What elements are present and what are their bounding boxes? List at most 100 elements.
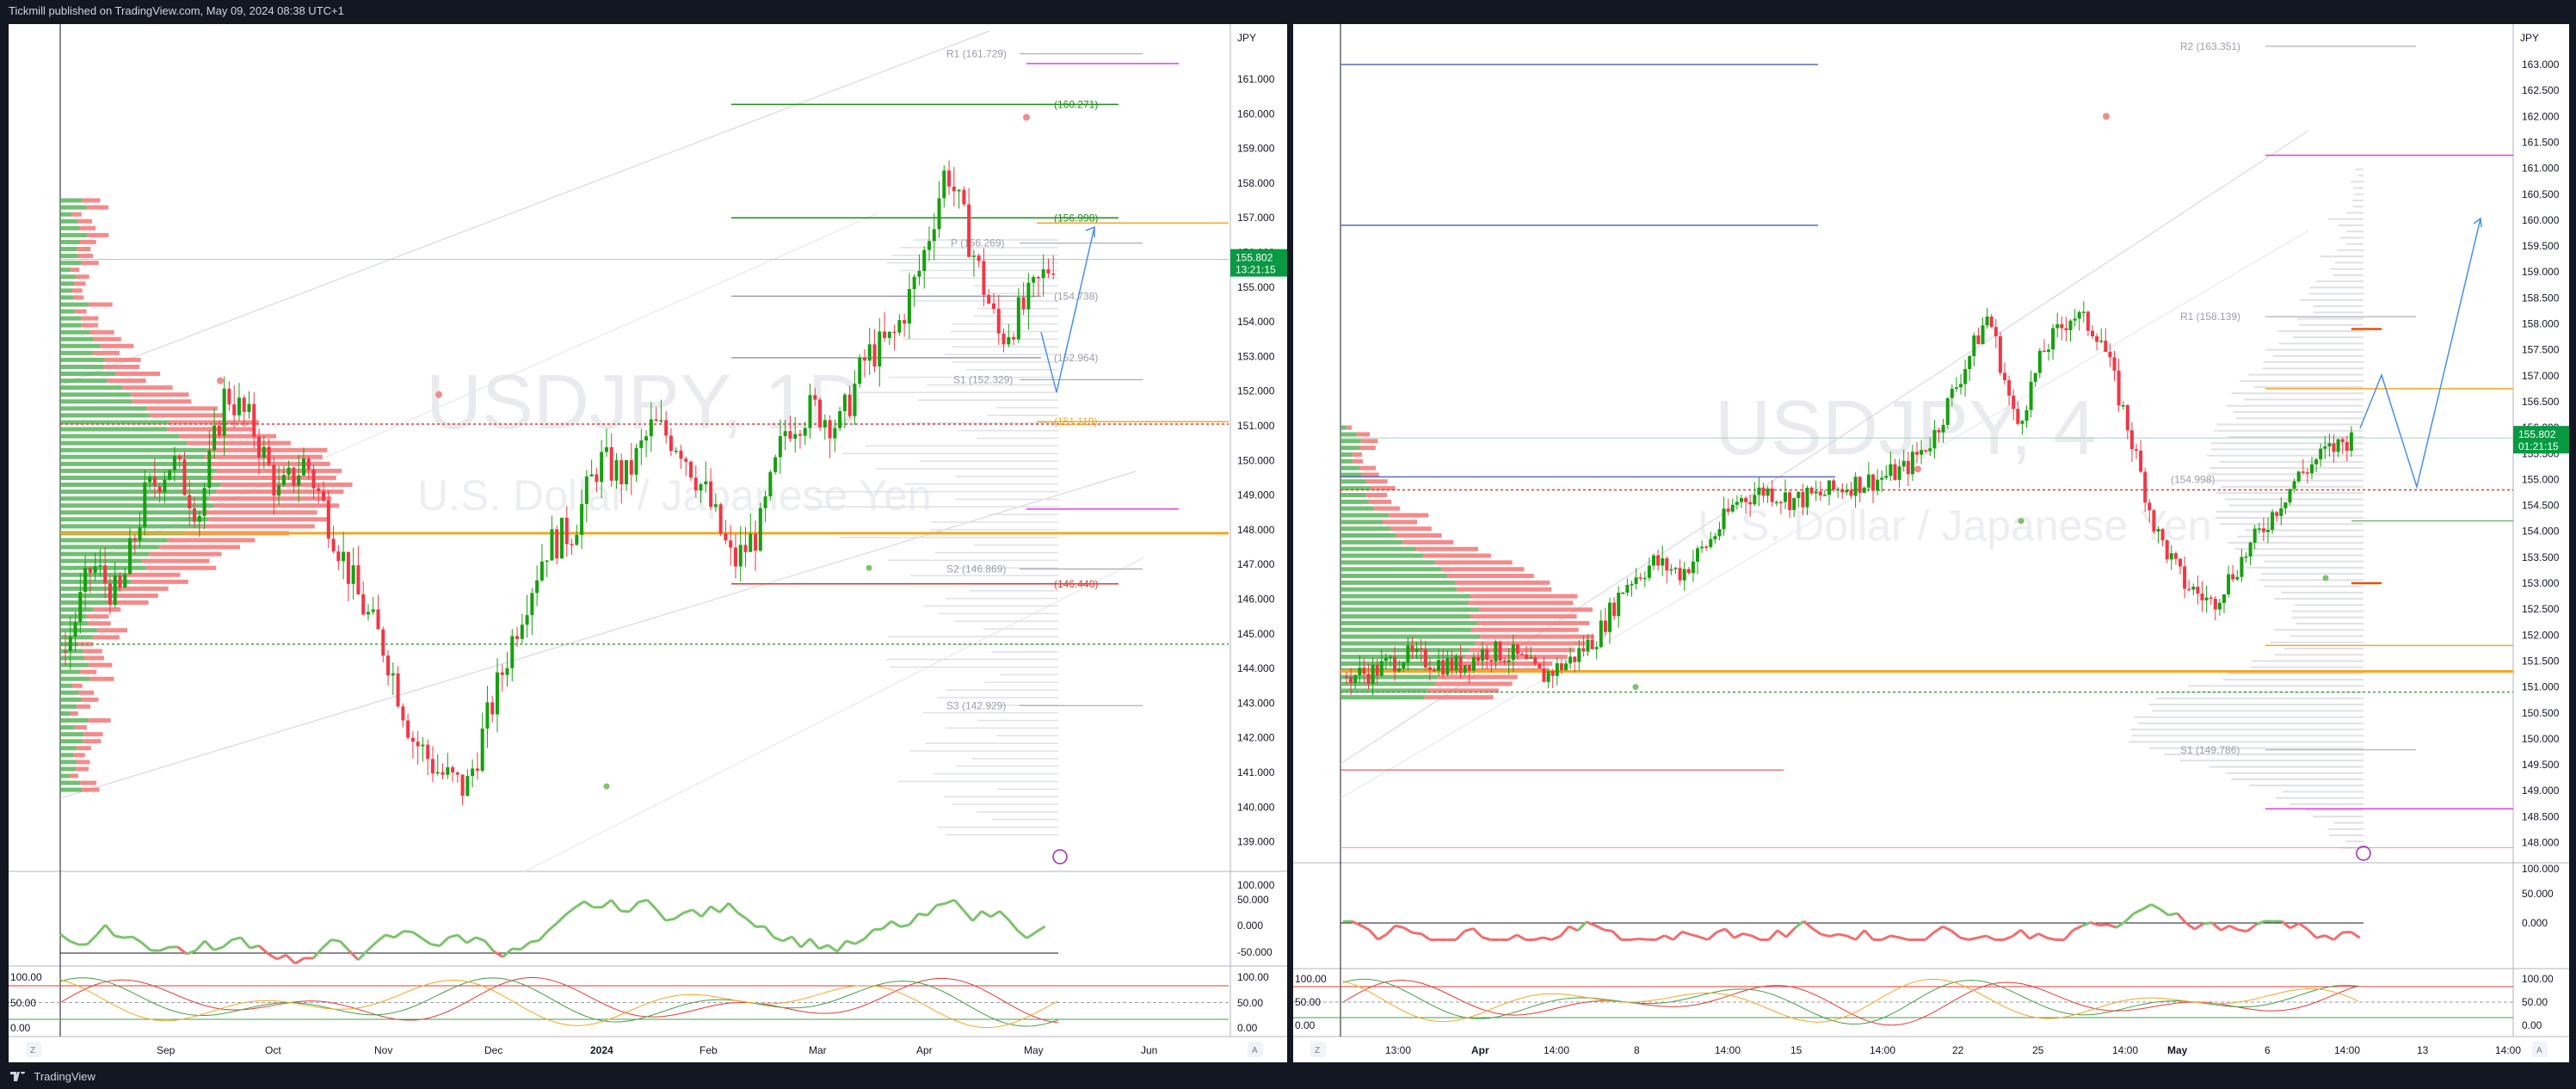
zoom-button-bg[interactable]	[1310, 1042, 1326, 1057]
stoch-tick: 100.00	[2522, 973, 2554, 985]
candle-body	[1985, 316, 1989, 326]
candle-body	[1770, 488, 1774, 502]
candle-body	[1533, 657, 1538, 664]
candle-body	[2183, 566, 2187, 589]
channel-line	[1340, 230, 2309, 799]
auto-scale-button[interactable]: A	[1252, 1046, 1258, 1055]
candle-body	[1546, 671, 1550, 682]
candle-body	[1866, 474, 1870, 488]
publish-info: Tickmill published on TradingView.com, M…	[0, 0, 2576, 22]
stoch-line	[1342, 979, 2359, 1026]
stoch-tick: 0.00	[2522, 1019, 2542, 1031]
price-tick: 157.500	[2522, 344, 2560, 356]
auto-scale-button[interactable]: A	[2536, 1046, 2542, 1055]
candle-body	[2003, 372, 2006, 381]
rsi-line-segment	[601, 899, 613, 908]
rsi-line-segment	[1351, 920, 1361, 927]
rsi-line-segment	[818, 944, 829, 951]
candle-body	[78, 592, 83, 623]
time-tick: 14:00	[2495, 1044, 2521, 1056]
rsi-line-segment	[448, 933, 459, 939]
candle-body	[2125, 405, 2129, 431]
rsi-line-segment	[250, 944, 260, 950]
zoom-button[interactable]: Z	[1315, 1046, 1320, 1055]
candle-body	[1726, 508, 1730, 512]
stoch-line	[59, 976, 1059, 1024]
rsi-line-segment	[1420, 932, 1431, 941]
candle-body	[1753, 495, 1757, 505]
zoom-button[interactable]: Z	[30, 1046, 35, 1055]
rsi-line-segment	[1742, 932, 1753, 938]
candle-body	[2266, 529, 2270, 532]
candle-body	[1744, 497, 1748, 502]
candle-body	[2292, 481, 2296, 489]
left-chart-canvas[interactable]: USDJPY, 1D U.S. Dollar / Japanese Yen R1 (…	[9, 24, 1287, 1062]
time-tick: 15	[1790, 1044, 1803, 1056]
stoch-line	[59, 977, 1059, 1027]
candle-body	[1419, 648, 1423, 650]
candle-body	[2288, 489, 2292, 503]
rsi-line-segment	[1594, 924, 1605, 932]
candle-body	[406, 720, 410, 738]
stoch-tick: 0.00	[1237, 1022, 1258, 1034]
rsi-line-segment	[158, 945, 169, 952]
candle-body	[2108, 352, 2112, 358]
alert-icon	[1052, 849, 1068, 864]
rsi-line-segment	[1890, 934, 1900, 939]
candle-body	[619, 459, 624, 485]
candle-body	[1007, 336, 1011, 345]
right-chart-canvas[interactable]: USDJPY, 4 U.S. Dollar / Japanese Yen R2 (1…	[1293, 24, 2569, 1062]
rsi-line-segment	[475, 936, 486, 943]
candle-body	[1603, 620, 1607, 632]
pivot-label-r1: R1 (158.139)	[2180, 311, 2240, 323]
zoom-button-bg[interactable]	[26, 1042, 41, 1057]
price-tick: 144.000	[1237, 662, 1275, 674]
candle-body	[2319, 448, 2323, 460]
rsi-line-segment	[502, 947, 514, 958]
auto-scale-button-bg[interactable]	[1248, 1042, 1263, 1057]
candle-body	[2033, 372, 2037, 382]
price-tick: 148.500	[2522, 810, 2560, 822]
rsi-line-segment	[1008, 919, 1020, 932]
rsi-line-segment	[1603, 928, 1613, 932]
price-tag: 155.802	[2518, 428, 2556, 440]
price-tick: 153.000	[2522, 577, 2560, 589]
rsi-line-segment	[1899, 936, 1908, 941]
candle-body	[927, 241, 931, 250]
candle-body	[867, 344, 872, 361]
rsi-line-segment	[403, 929, 413, 934]
candle-body	[1538, 663, 1542, 668]
price-tick: 157.000	[1237, 212, 1275, 224]
rsi-line-segment	[484, 939, 496, 953]
signal-dot	[1914, 465, 1921, 473]
candle-body	[103, 565, 108, 584]
candle-body	[724, 533, 728, 541]
candle-body	[783, 431, 787, 437]
price-tick: 150.500	[2522, 707, 2560, 719]
candle-body	[1784, 492, 1787, 502]
rsi-line-segment	[2220, 924, 2230, 932]
pivot-label-p: (154.998)	[2171, 474, 2215, 486]
candle-body	[1362, 668, 1366, 674]
candle-body	[525, 615, 529, 625]
candle-body	[1941, 424, 1945, 433]
candle-body	[1594, 647, 1599, 649]
candle-body	[2296, 471, 2301, 482]
candle-body	[1586, 639, 1590, 652]
candle-body	[2029, 381, 2033, 410]
price-tick: 163.000	[2522, 58, 2560, 71]
auto-scale-button-bg[interactable]	[2532, 1042, 2548, 1057]
rsi-line-segment	[1690, 932, 1700, 938]
forecast-arrow-head	[1085, 225, 1095, 237]
left-chart-pane[interactable]: USDJPY, 1D U.S. Dollar / Japanese Yen R1 (…	[9, 24, 1287, 1062]
candle-body	[932, 229, 936, 242]
price-tick: 161.500	[2522, 136, 2560, 148]
level-label-l1: (160.271)	[1054, 98, 1098, 110]
rsi-line-segment	[366, 941, 378, 952]
candle-body	[1876, 479, 1880, 491]
right-chart-pane[interactable]: USDJPY, 4 U.S. Dollar / Japanese Yen R2 (1…	[1293, 24, 2569, 1062]
candle-body	[1704, 546, 1709, 549]
candle-body	[1915, 452, 1919, 455]
candle-body	[98, 565, 102, 567]
candle-body	[1920, 450, 1924, 455]
